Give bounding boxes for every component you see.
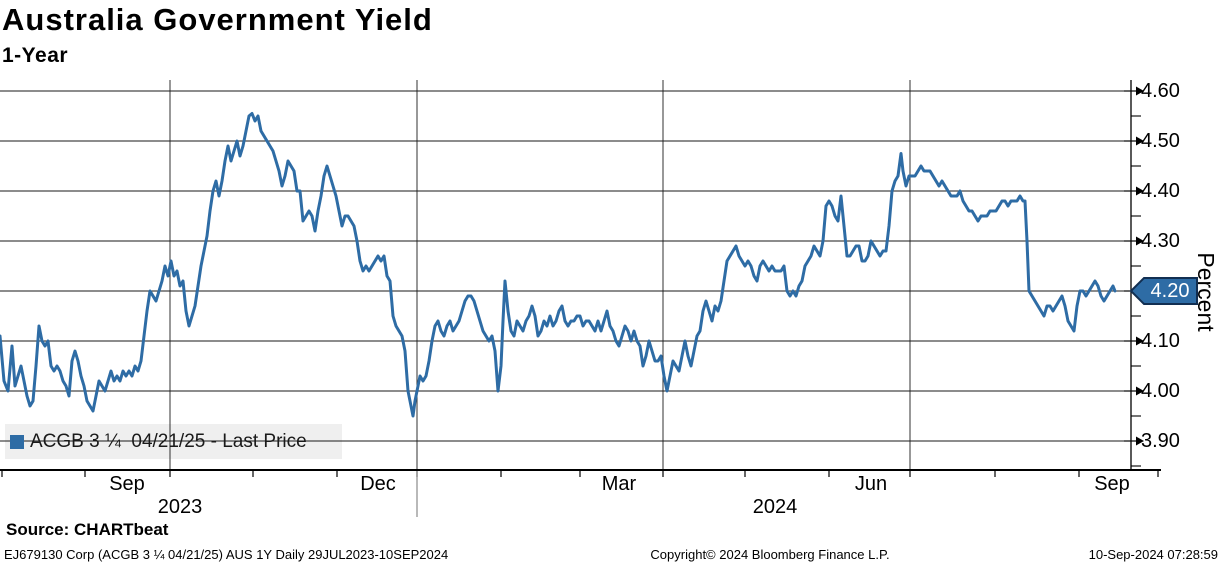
y-axis-label: 4.40 (1141, 180, 1180, 202)
x-axis-year-label: 2023 (157, 496, 203, 518)
legend-swatch-icon (10, 435, 24, 449)
legend-label: ACGB 3 ¼ 04/21/25 - Last Price (30, 431, 307, 452)
x-axis-month-label: Mar (601, 473, 637, 495)
x-axis-month-label: Jun (854, 473, 888, 495)
y-axis-label: 4.50 (1141, 130, 1180, 152)
y-tick-arrow-icon (1136, 186, 1144, 196)
y-tick-arrow-icon (1136, 386, 1144, 396)
page-title: Australia Government Yield (2, 2, 433, 37)
x-axis-month-label: Dec (360, 473, 396, 495)
x-axis-month-label: Sep (1094, 473, 1130, 495)
y-axis-label: 3.90 (1141, 430, 1180, 452)
legend-background (5, 424, 342, 459)
timestamp-text: 10-Sep-2024 07:28:59 (1088, 547, 1218, 562)
x-axis-month-label: Sep (109, 473, 145, 495)
y-tick-arrow-icon (1136, 236, 1144, 246)
y-axis-label: 4.60 (1141, 80, 1180, 102)
last-price-badge: 4.20 (1150, 280, 1190, 302)
yield-series-line (0, 112, 1117, 418)
y-tick-arrow-icon (1136, 336, 1144, 346)
source-text: Source: CHARTbeat (6, 520, 169, 539)
x-axis-year-label: 2024 (752, 496, 798, 518)
page-subtitle: 1-Year (2, 44, 69, 67)
last-price-badge-shape (1129, 277, 1198, 305)
y-axis-label: 4.00 (1141, 380, 1180, 402)
y-axis-label: 4.10 (1141, 330, 1180, 352)
y-tick-arrow-icon (1136, 136, 1144, 146)
y-tick-arrow-icon (1136, 436, 1144, 446)
y-axis-label: 4.30 (1141, 230, 1180, 252)
y-tick-arrow-icon (1136, 86, 1144, 96)
chart-legend: ACGB 3 ¼ 04/21/25 - Last Price (10, 428, 307, 456)
copyright-text: Copyright© 2024 Bloomberg Finance L.P. (650, 547, 890, 562)
security-info-text: EJ679130 Corp (ACGB 3 ¼ 04/21/25) AUS 1Y… (4, 547, 449, 562)
